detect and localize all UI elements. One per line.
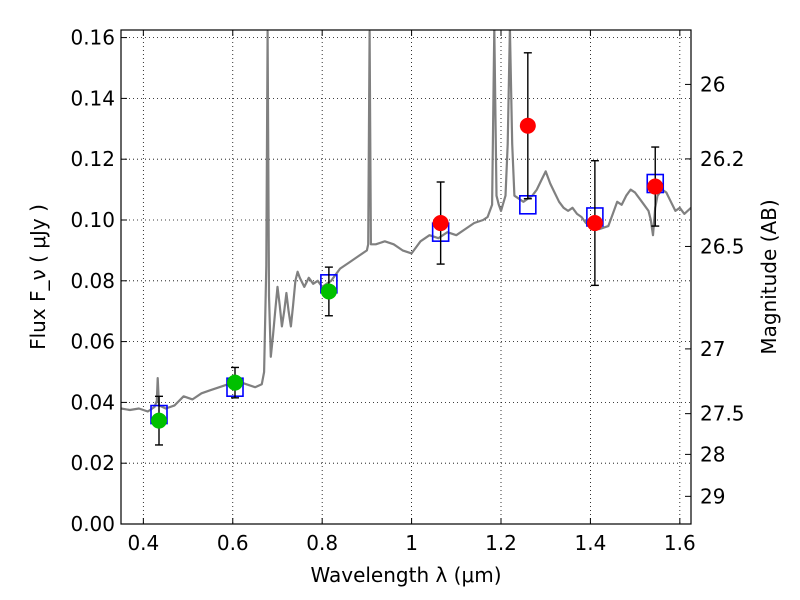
- y-tick-label: 0.10: [70, 208, 115, 232]
- observed-flux-point: [151, 412, 167, 429]
- ticks: 0.4 0.6 0.8 1 1.2 1.4 1.6 0.00 0.02 0.04 0.06 0.08 0…: [70, 26, 744, 555]
- y-tick-label: 0.12: [70, 147, 115, 171]
- y2-axis-title: Magnitude (AB): [757, 199, 781, 354]
- y-tick-label: 0.02: [70, 451, 115, 475]
- observed-flux-point: [227, 374, 243, 391]
- x-tick-label: 1.4: [575, 531, 607, 555]
- y-tick-label: 0.04: [70, 390, 115, 414]
- plot-area: [121, 30, 691, 425]
- y-tick-label: 0.00: [70, 512, 115, 536]
- y-tick-label: 0.08: [70, 269, 115, 293]
- observed-flux-point: [586, 215, 603, 232]
- y2-tick-label: 29: [700, 484, 725, 508]
- y-tick-label: 0.16: [70, 26, 115, 50]
- x-tick-label: 0.6: [217, 531, 249, 555]
- y-axis-title: Flux F_ν ( μJy ): [26, 204, 50, 350]
- y2-tick-label: 26: [700, 72, 725, 96]
- observed-flux-point: [647, 178, 664, 195]
- y2-tick-label: 27.5: [700, 402, 745, 426]
- error-bars: [151, 52, 664, 446]
- observed-flux-point: [519, 117, 536, 134]
- x-axis-title: Wavelength λ (μm): [310, 563, 501, 587]
- x-tick-label: 1.6: [664, 531, 696, 555]
- model-spectrum-line: [121, 30, 691, 413]
- y2-tick-label: 28: [700, 442, 725, 466]
- x-tick-label: 0.4: [127, 531, 159, 555]
- y2-tick-label: 27: [700, 337, 725, 361]
- x-tick-label: 1.2: [485, 531, 517, 555]
- y2-tick-label: 26.5: [700, 234, 745, 258]
- observed-flux-point: [320, 283, 337, 300]
- y-tick-label: 0.06: [70, 330, 115, 354]
- plot-frame: [120, 29, 692, 525]
- x-tick-label: 1: [405, 531, 418, 555]
- y2-tick-label: 26.2: [700, 147, 745, 171]
- x-tick-label: 0.8: [306, 531, 338, 555]
- observed-flux-point: [432, 215, 449, 232]
- y-tick-label: 0.14: [70, 86, 115, 110]
